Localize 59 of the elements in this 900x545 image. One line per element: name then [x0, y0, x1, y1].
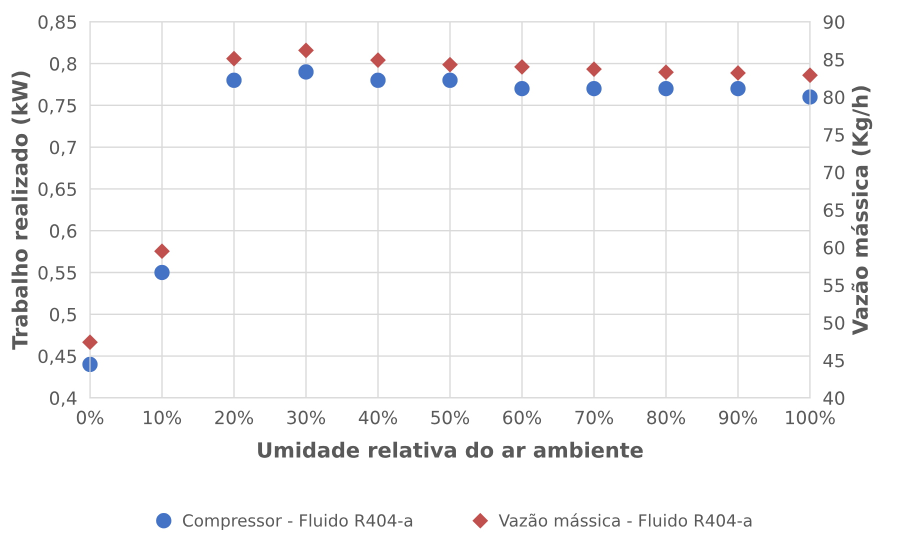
- point: [298, 64, 314, 80]
- point: [154, 244, 170, 259]
- y-tick-label: 0,85: [38, 15, 76, 31]
- y-axis-title: Trabalho realizado (kW): [12, 72, 30, 350]
- y-tick-label: 0,55: [38, 266, 76, 282]
- x-axis-title: Umidade relativa do ar ambiente: [258, 442, 643, 458]
- y2-tick-label: 90: [824, 15, 844, 29]
- point: [442, 57, 458, 72]
- y-tick-label: 0,75: [38, 98, 76, 114]
- point: [82, 356, 98, 372]
- y-tick-label: 0,4: [50, 391, 76, 407]
- x-tick-label: 90%: [719, 410, 758, 424]
- point: [802, 68, 818, 83]
- point: [154, 264, 170, 280]
- y-tick-label: 0,7: [50, 140, 76, 156]
- y2-tick-label: 50: [824, 316, 844, 330]
- point: [370, 72, 386, 88]
- y-tick-label: 0,8: [50, 57, 76, 73]
- x-tick-label: 20%: [215, 410, 254, 424]
- point: [226, 51, 242, 66]
- y2-tick-label: 60: [824, 240, 844, 255]
- y2-tick-label: 45: [823, 354, 844, 368]
- x-tick-label: 80%: [647, 410, 686, 424]
- point: [730, 65, 746, 81]
- point: [586, 62, 602, 77]
- y2-tick-label: 65: [824, 203, 844, 217]
- point: [298, 42, 314, 58]
- x-tick-label: 70%: [575, 410, 614, 424]
- y2-axis-title: Vazão mássica (Kg/h): [851, 86, 872, 336]
- y-tick-label: 0,45: [38, 350, 76, 366]
- y-tick-label: 0,6: [50, 224, 76, 240]
- point: [658, 81, 674, 96]
- x-tick-label: 0%: [76, 410, 104, 424]
- x-tick-label: 30%: [287, 410, 326, 424]
- x-tick-label: 10%: [144, 410, 182, 424]
- point: [514, 59, 530, 74]
- y2-tick-label: 70: [824, 166, 844, 180]
- y2-tick-label: 75: [824, 128, 844, 142]
- point: [370, 52, 386, 68]
- point: [514, 81, 530, 96]
- y2-tick-label: 40: [823, 391, 844, 405]
- point: [586, 81, 602, 96]
- y-tick-label: 0,5: [50, 308, 76, 324]
- legend-label: Vazão mássica - Fluido R404-a: [498, 513, 752, 527]
- point: [658, 64, 674, 80]
- legend-label: Compressor - Fluido R404-a: [183, 514, 412, 530]
- point: [730, 81, 746, 96]
- x-tick-label: 100%: [786, 410, 835, 424]
- point: [442, 72, 458, 88]
- y2-tick-label: 55: [824, 278, 844, 292]
- y-tick-label: 0,65: [38, 182, 76, 198]
- y2-tick-label: 80: [824, 90, 844, 104]
- point: [226, 72, 242, 88]
- x-tick-label: 40%: [358, 410, 398, 424]
- x-tick-label: 50%: [431, 410, 470, 424]
- y2-tick-label: 85: [824, 52, 844, 67]
- point: [82, 334, 98, 350]
- point: [802, 89, 818, 105]
- x-tick-label: 60%: [503, 410, 542, 424]
